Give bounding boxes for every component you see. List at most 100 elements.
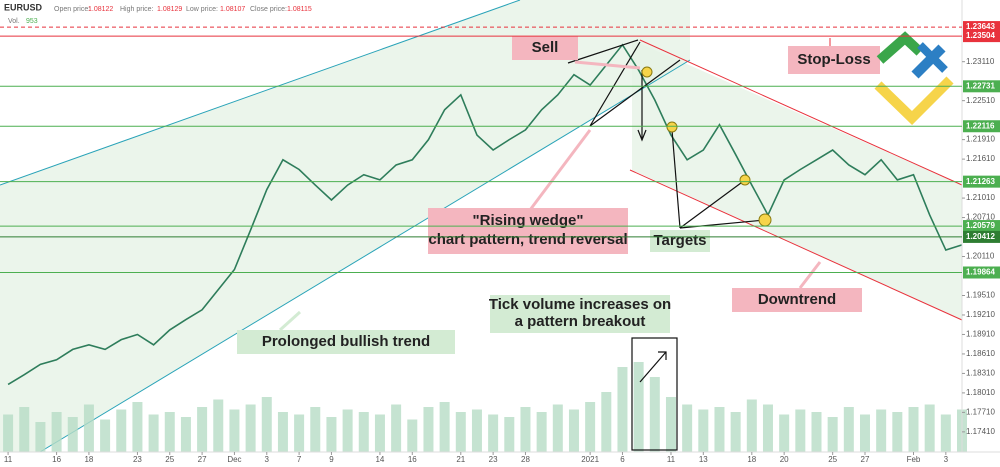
volume-bar [261, 397, 272, 452]
level-label: 1.21263 [966, 177, 995, 186]
annotation: Tick volume increases on [489, 296, 671, 313]
header-value: 953 [26, 18, 38, 25]
logo [874, 31, 954, 126]
y-tick-label: 1.17710 [966, 407, 995, 416]
volume-bar [326, 417, 337, 452]
volume-bar [277, 412, 288, 452]
y-tick-label: 1.21910 [966, 135, 995, 144]
annotation: Downtrend [758, 291, 836, 308]
annotation: Stop-Loss [797, 51, 870, 68]
volume-bar [116, 409, 127, 452]
volume-bar [730, 412, 741, 452]
y-tick-label: 1.18010 [966, 388, 995, 397]
down-channel [632, 40, 962, 320]
volume-bar [859, 414, 870, 452]
volume-bar [892, 412, 903, 452]
volume-bar [876, 409, 887, 452]
header-label: Low price: [186, 6, 218, 13]
x-tick-label: 14 [375, 455, 384, 464]
level-label: 1.22731 [966, 81, 995, 90]
volume-bar [83, 404, 94, 452]
y-tick-label: 1.23110 [966, 57, 995, 66]
volume-bar [617, 367, 628, 452]
annotation-box [428, 208, 628, 254]
volume-bar [552, 404, 563, 452]
volume-bar [746, 399, 757, 452]
level-label: 1.19864 [966, 268, 995, 277]
volume-bar [245, 404, 256, 452]
volume-bar [795, 409, 806, 452]
volume-bar [908, 407, 919, 452]
volume-bar [164, 412, 175, 452]
annotation: chart pattern, trend reversal [428, 231, 627, 248]
x-tick-label: 18 [84, 455, 93, 464]
y-tick-label: 1.20110 [966, 252, 995, 261]
y-tick-label: 1.20710 [966, 213, 995, 222]
y-tick-label: 1.18610 [966, 349, 995, 358]
volume-bar [585, 402, 596, 452]
volume-bar [213, 399, 224, 452]
y-tick-label: 1.17410 [966, 427, 995, 436]
volume-bar [342, 409, 353, 452]
volume-bar [455, 412, 466, 452]
x-tick-label: 7 [297, 455, 302, 464]
targets [641, 66, 772, 227]
pointer [798, 261, 822, 289]
symbol: EURUSD [4, 2, 43, 12]
volume-bar [423, 407, 434, 452]
annotation: Targets [653, 232, 706, 249]
volume-bar [779, 414, 790, 452]
volume-bar [35, 422, 46, 452]
header-label: Close price: [250, 6, 287, 13]
annotation-box [237, 330, 455, 354]
volume-bar [488, 414, 499, 452]
x-tick-label: 21 [456, 455, 465, 464]
level-label-box [963, 175, 1000, 188]
level-label-box [963, 80, 1000, 93]
annotation: Prolonged bullish trend [262, 333, 430, 350]
volume-bar [568, 409, 579, 452]
annotation-box [650, 230, 710, 252]
volume-bar [520, 407, 531, 452]
volume-bar [100, 419, 111, 452]
volume-bar [439, 402, 450, 452]
volume-bar [843, 407, 854, 452]
channel-line [0, 0, 521, 186]
header-value: 1.08122 [88, 6, 113, 13]
volume-bar [67, 417, 78, 452]
x-tick-label: 23 [133, 455, 142, 464]
x-tick-label: 27 [861, 455, 870, 464]
level-label: 1.23643 [966, 22, 995, 31]
header-value: 1.08107 [220, 6, 245, 13]
x-tick-label: 9 [329, 455, 334, 464]
volume-bar [148, 414, 159, 452]
volume-bar [374, 414, 385, 452]
level-label-box [963, 30, 1000, 43]
downtrend-line [629, 169, 963, 321]
pointer [528, 129, 592, 211]
volume-bar [714, 407, 725, 452]
x-tick-label: 2021 [581, 455, 599, 464]
x-tick-label: 28 [521, 455, 530, 464]
volume-bar [358, 412, 369, 452]
volume-bar [3, 414, 14, 452]
pointer [574, 60, 641, 70]
annotation-box [788, 46, 880, 74]
x-tick-label: 13 [699, 455, 708, 464]
volume-bar [294, 414, 305, 452]
header-value: 1.08115 [287, 6, 312, 13]
x-tick-label: 3 [944, 455, 949, 464]
pointer [278, 310, 302, 332]
price-line [7, 43, 963, 386]
volume-bar [633, 362, 644, 452]
volume-bar [762, 404, 773, 452]
volume-bar [51, 412, 62, 452]
annotation: "Rising wedge" [473, 212, 584, 229]
downtrend-line [639, 39, 963, 186]
wedge [567, 39, 766, 451]
level-label-box [963, 266, 1000, 279]
volume-bar [536, 412, 547, 452]
channel-line [39, 59, 691, 453]
annotation-box [512, 36, 578, 60]
